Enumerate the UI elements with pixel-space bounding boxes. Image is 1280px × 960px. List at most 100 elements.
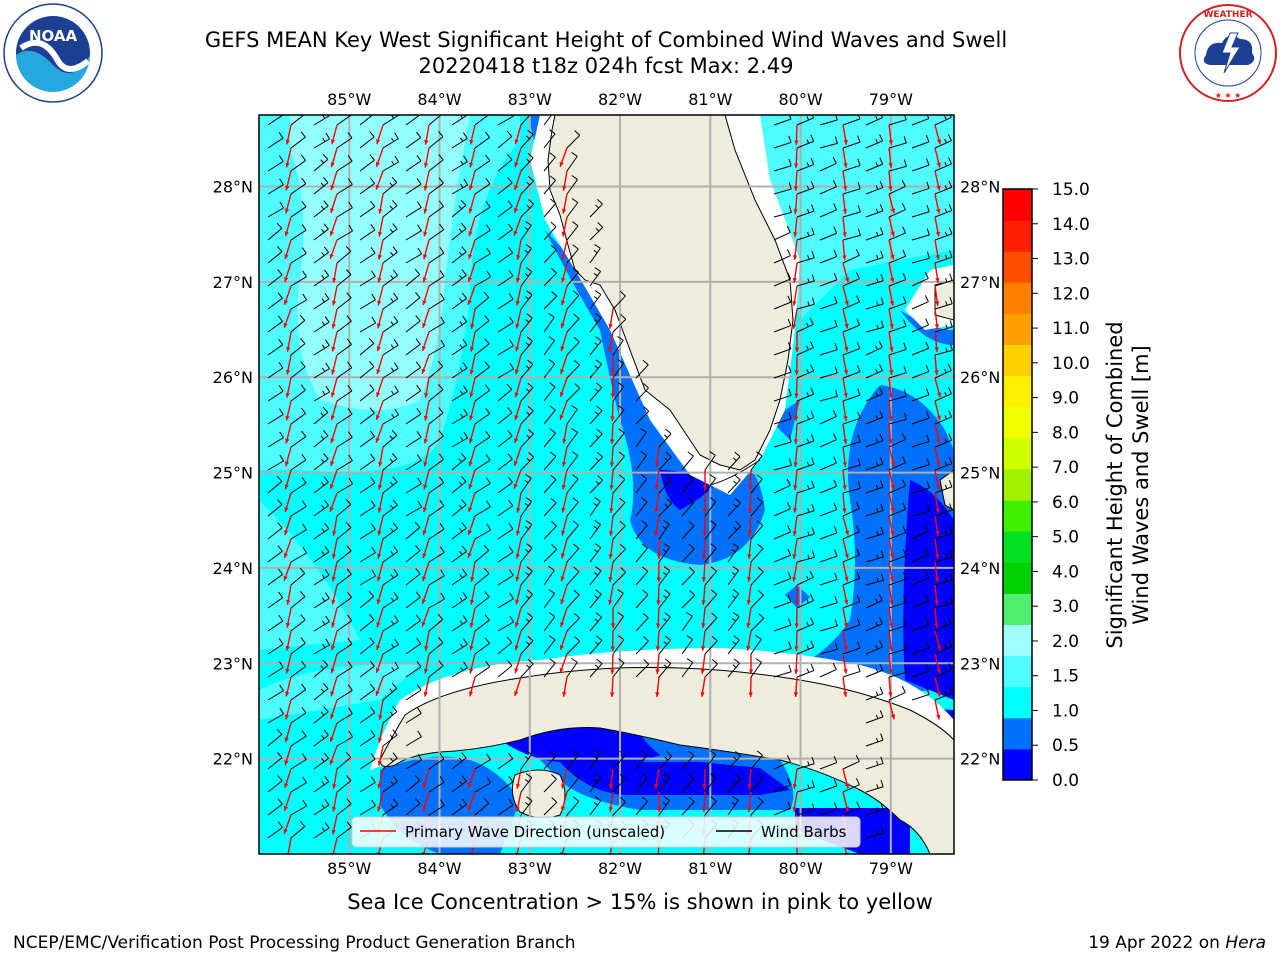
wind-barb	[313, 545, 330, 563]
wave-direction-arrow	[934, 170, 941, 191]
wave-direction-arrow	[560, 791, 568, 812]
wind-barb	[267, 475, 283, 494]
wave-direction-arrow	[700, 630, 706, 651]
wind-barb	[658, 796, 670, 816]
wind-barb	[842, 618, 861, 632]
wind-barb	[543, 244, 557, 264]
wind-barb	[543, 474, 557, 494]
wave-direction-arrow	[377, 791, 384, 812]
wind-barb	[612, 382, 625, 402]
wind-barb	[750, 520, 764, 540]
wave-direction-arrow	[888, 170, 893, 191]
wind-barb	[773, 342, 792, 356]
wind-barb	[382, 798, 399, 816]
wind-barb	[313, 246, 329, 264]
wind-barb	[635, 474, 648, 494]
colorbar-swatch	[1003, 500, 1032, 532]
wave-direction-arrow	[515, 331, 522, 352]
lat-label-right: 24°N	[960, 559, 1000, 578]
wind-barb	[451, 132, 468, 149]
wave-direction-arrow	[654, 446, 660, 467]
wind-barb	[313, 615, 330, 632]
wind-barb	[336, 315, 352, 333]
wind-barb	[934, 596, 953, 609]
wind-barb	[336, 477, 354, 494]
wind-barb	[520, 244, 532, 264]
colorbar-tick-label: 1.0	[1052, 701, 1079, 721]
wind-barb	[520, 175, 534, 195]
wind-barb	[773, 801, 792, 816]
wind-barb	[543, 175, 556, 195]
wind-barb	[382, 476, 398, 494]
wind-barb	[888, 456, 906, 471]
wind-barb	[336, 408, 353, 425]
wind-barb	[497, 246, 514, 264]
wind-barb	[589, 428, 603, 448]
wind-barb	[934, 296, 953, 310]
wind-barb	[750, 474, 763, 494]
wave-direction-arrow	[515, 584, 522, 605]
wind-barb	[382, 385, 399, 402]
wind-barb	[267, 201, 285, 218]
wind-barb	[773, 502, 791, 517]
wind-barb	[497, 293, 514, 310]
wind-barb	[359, 476, 376, 494]
wind-barb	[819, 642, 838, 655]
wave-direction-arrow	[468, 170, 476, 191]
wind-barb	[727, 474, 741, 494]
wave-direction-arrow	[792, 285, 798, 306]
wind-barb	[658, 474, 672, 494]
wind-barb	[336, 201, 353, 218]
wind-barb	[543, 267, 557, 287]
legend-barb-label: Wind Barbs	[761, 823, 847, 841]
wind-barb	[842, 341, 861, 356]
wave-direction-arrow	[888, 607, 894, 628]
wave-direction-arrow	[376, 607, 384, 628]
wave-direction-arrow	[794, 630, 799, 652]
wave-direction-arrow	[794, 147, 799, 169]
wind-barb	[842, 181, 861, 195]
wind-barb	[635, 543, 648, 563]
wind-barb	[612, 773, 626, 793]
wind-barb	[589, 612, 602, 632]
wind-barb	[612, 405, 625, 425]
wind-barb	[934, 250, 953, 264]
wind-barb	[865, 157, 884, 172]
wind-barb	[750, 589, 764, 609]
wave-direction-arrow	[559, 653, 568, 674]
wave-direction-arrow	[934, 262, 940, 283]
wave-direction-arrow	[700, 676, 706, 697]
wind-barb	[796, 204, 815, 218]
wave-direction-arrow	[794, 354, 799, 376]
wind-barb	[750, 773, 764, 793]
wind-barb	[566, 520, 579, 540]
wind-barb	[382, 729, 398, 747]
wind-barb	[566, 336, 580, 356]
footer-credit: NCEP/EMC/Verification Post Processing Pr…	[13, 933, 576, 953]
wind-barb	[359, 407, 375, 425]
lon-label-top: 83°W	[508, 90, 552, 109]
wave-direction-arrow	[934, 446, 941, 467]
wind-barb	[635, 359, 649, 379]
wind-barb	[451, 385, 468, 402]
wind-barb	[313, 522, 330, 540]
wind-barb	[612, 520, 626, 540]
wind-barb	[405, 798, 421, 816]
wind-barb	[566, 474, 579, 494]
colorbar-tick-label: 12.0	[1052, 284, 1090, 304]
wave-direction-arrow	[516, 239, 522, 260]
wind-barb	[911, 181, 930, 195]
wind-barb	[865, 273, 884, 287]
wave-direction-arrow	[285, 676, 292, 697]
wind-barb	[428, 613, 444, 632]
wind-barb	[612, 612, 624, 632]
wind-barb	[313, 822, 330, 839]
wave-direction-arrow	[329, 745, 338, 766]
wind-barb	[773, 182, 792, 195]
wind-barb	[819, 409, 837, 425]
wave-direction-arrow	[746, 630, 752, 651]
wave-direction-arrow	[888, 331, 894, 352]
wave-direction-arrow	[561, 262, 568, 283]
wave-direction-arrow	[330, 193, 338, 214]
wind-barb	[635, 451, 647, 471]
